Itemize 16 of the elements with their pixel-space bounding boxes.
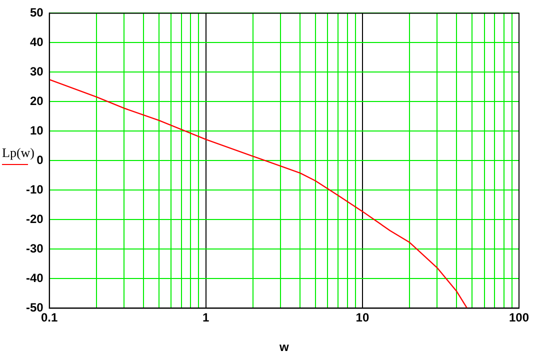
y-tick-label: 40 xyxy=(30,35,44,50)
text: Lp(w) xyxy=(2,145,34,161)
x-axis-title: w xyxy=(278,340,290,354)
y-tick-label: -10 xyxy=(26,182,44,197)
y-tick-label: 30 xyxy=(30,64,44,79)
y-tick-label: 10 xyxy=(30,124,44,138)
y-tick-label: -40 xyxy=(26,271,44,286)
y-tick-label: 50 xyxy=(30,6,44,20)
y-tick-label: -20 xyxy=(26,212,44,226)
x-tick-label: 100 xyxy=(508,310,530,325)
x-tick-label: 0.1 xyxy=(41,310,58,325)
y-tick-label: 0 xyxy=(36,153,44,168)
y-tick-label: -30 xyxy=(26,242,44,256)
x-tick-label: 10 xyxy=(356,310,370,325)
x-tick-label: 1 xyxy=(202,310,210,325)
y-tick-label: 20 xyxy=(30,94,44,108)
